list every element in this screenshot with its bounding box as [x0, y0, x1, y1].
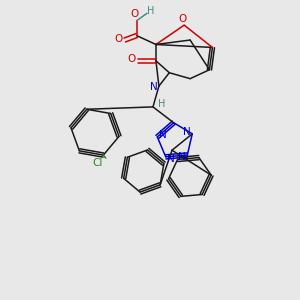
Text: O: O — [128, 54, 136, 64]
Text: H: H — [158, 99, 165, 109]
Text: H: H — [147, 6, 154, 16]
Text: N: N — [178, 152, 186, 162]
Text: O: O — [130, 9, 138, 19]
Text: N: N — [183, 127, 191, 136]
Text: O: O — [178, 14, 187, 24]
Text: Cl: Cl — [92, 158, 103, 168]
Text: N: N — [159, 130, 167, 140]
Text: N: N — [150, 82, 158, 92]
Text: N: N — [167, 154, 175, 164]
Text: O: O — [114, 34, 122, 44]
